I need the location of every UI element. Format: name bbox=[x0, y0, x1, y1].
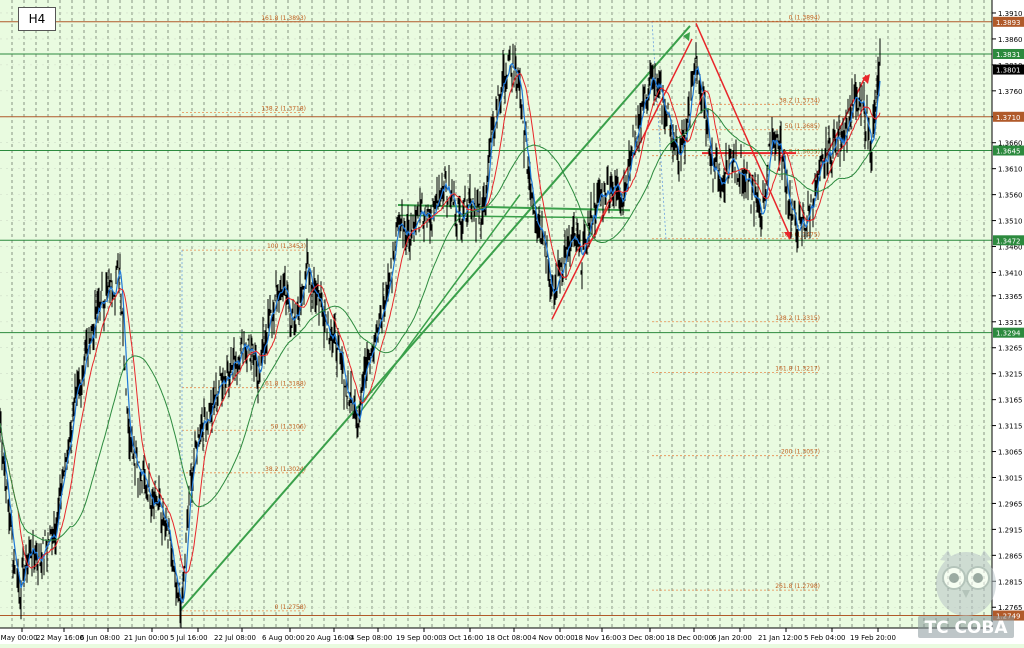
price-tick-label: 1.3910 bbox=[998, 10, 1023, 18]
price-level-label: 1.3831 bbox=[996, 51, 1021, 59]
time-tick-label: 9 May 00:00 bbox=[0, 634, 38, 642]
logo-text: TC COBA bbox=[924, 618, 1008, 638]
time-tick-label: 18 Dec 00:00 bbox=[666, 634, 713, 642]
fib-left-label: 138.2 (1.3718) bbox=[261, 106, 306, 113]
time-tick-label: 22 May 16:00 bbox=[36, 634, 84, 642]
timeframe-label: H4 bbox=[18, 7, 56, 31]
price-tick-label: 1.3560 bbox=[998, 192, 1023, 200]
price-tick-label: 1.3115 bbox=[998, 423, 1023, 431]
red-arrow-down-icon bbox=[784, 232, 792, 240]
fib-right-label: 261.8 (1.2798) bbox=[775, 583, 820, 590]
fib-right-label: 100 (1.3475) bbox=[781, 232, 820, 239]
green-trendline-short bbox=[359, 194, 521, 414]
time-tick-label: 18 Oct 08:00 bbox=[486, 634, 532, 642]
price-tick-label: 1.3510 bbox=[998, 218, 1023, 226]
time-tick-label: 19 Feb 20:00 bbox=[850, 634, 896, 642]
price-tick-label: 1.3065 bbox=[998, 449, 1023, 457]
time-tick-label: 18 Nov 16:00 bbox=[574, 634, 621, 642]
red-arrow-up-icon bbox=[862, 74, 870, 84]
price-tick-label: 1.3760 bbox=[998, 88, 1023, 96]
time-tick-label: 5 Feb 04:00 bbox=[804, 634, 845, 642]
green-trendline-long bbox=[179, 25, 691, 612]
ma-medium-line bbox=[0, 73, 881, 574]
price-level-badge bbox=[993, 111, 1024, 122]
time-tick-label: 4 Sep 08:00 bbox=[350, 634, 392, 642]
price-tick-label: 1.2815 bbox=[998, 578, 1023, 586]
price-series bbox=[0, 38, 881, 638]
fib-left-label: 161.8 (1.3893) bbox=[261, 15, 306, 22]
price-tick-label: 1.2915 bbox=[998, 526, 1023, 534]
fib-left-label: 38.2 (1.3024) bbox=[265, 466, 306, 473]
fib-right-label: 0 (1.3894) bbox=[789, 14, 820, 21]
owl-logo-icon: TC COBA bbox=[918, 550, 1014, 638]
price-tick-label: 1.3460 bbox=[998, 244, 1023, 252]
price-tick-label: 1.2865 bbox=[998, 552, 1023, 560]
price-tick-label: 1.3365 bbox=[998, 293, 1023, 301]
price-level-badge bbox=[993, 64, 1024, 75]
price-tick-label: 1.3315 bbox=[998, 319, 1023, 327]
price-tick-label: 1.2965 bbox=[998, 500, 1023, 508]
price-tick-label: 1.3215 bbox=[998, 371, 1023, 379]
fib-right-label: 50 (1.3685) bbox=[785, 123, 820, 130]
price-level-badge bbox=[993, 610, 1024, 621]
ma-slow-line bbox=[0, 108, 881, 541]
time-tick-label: 19 Sep 00:00 bbox=[396, 634, 443, 642]
time-tick-label: 4 Nov 00:00 bbox=[532, 634, 575, 642]
price-axis-background bbox=[992, 0, 1024, 644]
fib-right-label: 38.2 (1.3734) bbox=[779, 97, 820, 104]
fib-right-trendline bbox=[651, 21, 667, 239]
price-level-label: 1.3294 bbox=[996, 330, 1021, 338]
price-bars bbox=[0, 38, 881, 638]
price-tick-label: 1.2765 bbox=[998, 604, 1023, 612]
time-tick-label: 6 Jun 08:00 bbox=[80, 634, 120, 642]
price-tick-label: 1.3660 bbox=[998, 140, 1023, 148]
price-level-label: 1.3710 bbox=[996, 114, 1021, 122]
time-tick-label: 21 Jan 12:00 bbox=[758, 634, 802, 642]
price-level-badge bbox=[993, 16, 1024, 27]
price-level-badge bbox=[993, 235, 1024, 246]
price-level-label: 1.3801 bbox=[996, 67, 1021, 75]
price-tick-label: 1.3015 bbox=[998, 474, 1023, 482]
time-tick-label: 20 Aug 16:00 bbox=[306, 634, 353, 642]
price-level-label: 1.3893 bbox=[996, 19, 1021, 27]
fib-left-label: 50 (1.3106) bbox=[271, 423, 306, 430]
price-tick-label: 1.3265 bbox=[998, 345, 1023, 353]
time-tick-label: 3 Oct 16:00 bbox=[442, 634, 483, 642]
fibonacci-levels: 161.8 (1.3893) 138.2 (1.3718) 100 (1.3453)… bbox=[181, 14, 820, 612]
price-tick-label: 1.3410 bbox=[998, 269, 1023, 277]
fib-right-label: 161.8 (1.3217) bbox=[775, 366, 820, 373]
price-tick-label: 1.3610 bbox=[998, 166, 1023, 174]
price-level-badge bbox=[993, 327, 1024, 338]
time-axis-background bbox=[0, 628, 1024, 644]
time-tick-label: 21 Jun 00:00 bbox=[124, 634, 168, 642]
fib-left-label: 100 (1.3453) bbox=[267, 243, 306, 250]
price-level-label: 1.3472 bbox=[996, 237, 1021, 245]
time-tick-label: 6 Jan 20:00 bbox=[712, 634, 752, 642]
fib-left-label: 61.8 (1.3188) bbox=[265, 381, 306, 388]
price-tick-label: 1.3860 bbox=[998, 36, 1023, 44]
price-level-badge bbox=[993, 145, 1024, 156]
price-level-label: 1.3645 bbox=[996, 148, 1021, 156]
time-tick-label: 3 Dec 08:00 bbox=[622, 634, 665, 642]
time-tick-label: 22 Jul 08:00 bbox=[214, 634, 256, 642]
red-trendline-down bbox=[695, 23, 791, 237]
price-axis[interactable]: 1.39101.38601.38101.37601.37101.36601.36… bbox=[991, 0, 1024, 644]
fib-right-label: 200 (1.3057) bbox=[781, 449, 820, 456]
fib-left-label: 0 (1.2758) bbox=[275, 604, 306, 611]
fib-right-label: 61.8 (1.3635) bbox=[779, 149, 820, 156]
fib-right-label: 138.2 (1.3315) bbox=[775, 315, 820, 322]
horizontal-levels bbox=[0, 21, 992, 617]
price-tick-label: 1.3165 bbox=[998, 397, 1023, 405]
green-arrow-head-icon bbox=[683, 32, 690, 41]
price-level-badge bbox=[993, 48, 1024, 59]
plot-background bbox=[0, 0, 992, 628]
ma-fast-line bbox=[0, 62, 881, 603]
red-trendline-up bbox=[551, 38, 693, 320]
time-tick-label: 6 Aug 00:00 bbox=[262, 634, 305, 642]
time-tick-label: 5 Jul 16:00 bbox=[170, 634, 208, 642]
